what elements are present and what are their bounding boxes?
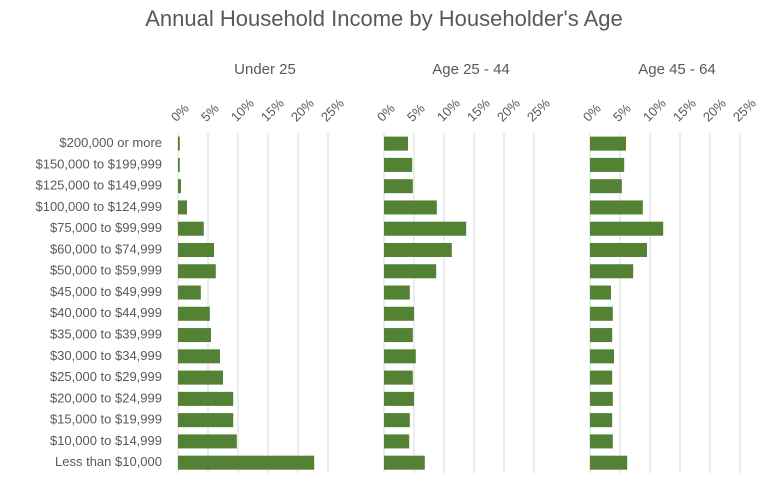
category-label: $50,000 to $59,999 [50, 263, 162, 278]
bar [384, 179, 413, 194]
bar [384, 391, 414, 406]
bar [590, 179, 622, 194]
panel-title: Under 25 [234, 61, 296, 78]
bar [590, 157, 625, 172]
category-label: $60,000 to $74,999 [50, 241, 162, 256]
bar [590, 391, 613, 406]
bar [384, 455, 425, 470]
bar [178, 328, 211, 343]
bar [590, 221, 664, 236]
bar [384, 200, 437, 215]
bar [590, 328, 613, 343]
category-label: $30,000 to $34,999 [50, 348, 162, 363]
bar [384, 370, 413, 385]
category-label: $20,000 to $24,999 [50, 390, 162, 405]
bar [590, 200, 643, 215]
category-label: $150,000 to $199,999 [35, 156, 162, 171]
bar [590, 136, 626, 151]
bar [384, 328, 413, 343]
bar [178, 306, 210, 321]
bar [384, 242, 452, 258]
category-label: $75,000 to $99,999 [50, 220, 162, 235]
category-label: $40,000 to $44,999 [50, 305, 162, 320]
bar [384, 157, 413, 172]
bar [590, 306, 613, 321]
bar [590, 455, 628, 470]
bar [178, 285, 201, 300]
bar [178, 157, 180, 172]
bar [590, 370, 613, 385]
bar [590, 413, 613, 428]
bar [590, 242, 647, 258]
bar [178, 264, 216, 279]
panel-title: Age 45 - 64 [638, 61, 716, 78]
bar [384, 413, 410, 428]
bar [178, 413, 234, 428]
bar [590, 285, 611, 300]
bar [384, 136, 408, 151]
category-label: Less than $10,000 [55, 454, 162, 469]
bar [590, 264, 634, 279]
bar [178, 242, 214, 258]
panel-title: Age 25 - 44 [432, 61, 510, 78]
chart-title: Annual Household Income by Householder's… [145, 6, 623, 31]
bar [384, 306, 414, 321]
bar [590, 434, 613, 449]
bar [178, 370, 223, 385]
bar [178, 434, 237, 449]
category-label: $125,000 to $149,999 [35, 178, 162, 193]
bar [178, 349, 220, 364]
bar [178, 179, 181, 194]
bar [384, 221, 467, 236]
category-label: $200,000 or more [59, 135, 162, 150]
bar [178, 391, 234, 406]
bar [590, 349, 614, 364]
category-label: $35,000 to $39,999 [50, 327, 162, 342]
bar [384, 264, 437, 279]
category-label: $100,000 to $124,999 [35, 199, 162, 214]
bar [384, 285, 410, 300]
bar [384, 434, 410, 449]
category-label: $15,000 to $19,999 [50, 412, 162, 427]
bar [178, 200, 187, 215]
category-label: $25,000 to $29,999 [50, 369, 162, 384]
category-label: $45,000 to $49,999 [50, 284, 162, 299]
bar [178, 221, 204, 236]
bar [384, 349, 416, 364]
category-label: $10,000 to $14,999 [50, 433, 162, 448]
bar [178, 136, 180, 151]
bar [178, 455, 315, 470]
